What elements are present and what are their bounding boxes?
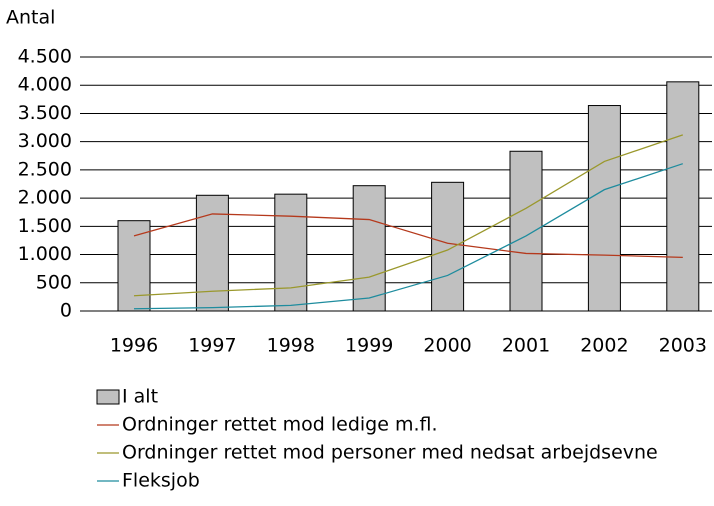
bar bbox=[431, 181, 465, 312]
legend-label: Fleksjob bbox=[122, 470, 200, 492]
y-tick-label: 2.500 bbox=[18, 158, 72, 180]
legend-label: I alt bbox=[122, 386, 158, 408]
y-tick-label: 500 bbox=[36, 271, 72, 293]
x-tick-label: 2001 bbox=[502, 335, 550, 357]
x-tick-label: 2000 bbox=[423, 335, 471, 357]
bar bbox=[509, 150, 543, 312]
y-tick-label: 3.500 bbox=[18, 102, 72, 124]
x-tick-label: 2002 bbox=[580, 335, 628, 357]
bar bbox=[195, 194, 229, 312]
bar bbox=[274, 193, 308, 312]
y-tick-label: 4.500 bbox=[18, 46, 72, 68]
y-tick-label: 1.500 bbox=[18, 215, 72, 237]
bar bbox=[352, 185, 386, 312]
y-tick-label: 4.000 bbox=[18, 74, 72, 96]
bar bbox=[587, 105, 621, 312]
y-axis-label: Antal bbox=[6, 7, 55, 29]
bar bbox=[117, 220, 151, 312]
x-tick-label: 1996 bbox=[110, 335, 158, 357]
legend-swatch bbox=[96, 389, 120, 405]
x-tick-label: 1999 bbox=[345, 335, 393, 357]
x-tick-label: 2003 bbox=[659, 335, 707, 357]
line bbox=[133, 163, 684, 310]
y-tick-label: 2.000 bbox=[18, 187, 72, 209]
y-tick-label: 0 bbox=[60, 300, 72, 322]
legend-label: Ordninger rettet mod personer med nedsat… bbox=[122, 442, 658, 464]
x-tick-label: 1998 bbox=[267, 335, 315, 357]
line bbox=[133, 213, 683, 259]
x-tick-label: 1997 bbox=[188, 335, 236, 357]
legend-label: Ordninger rettet mod ledige m.fl. bbox=[122, 414, 438, 436]
line bbox=[133, 134, 684, 297]
y-tick-label: 1.000 bbox=[18, 243, 72, 265]
y-tick-label: 3.000 bbox=[18, 130, 72, 152]
bar bbox=[666, 81, 700, 312]
